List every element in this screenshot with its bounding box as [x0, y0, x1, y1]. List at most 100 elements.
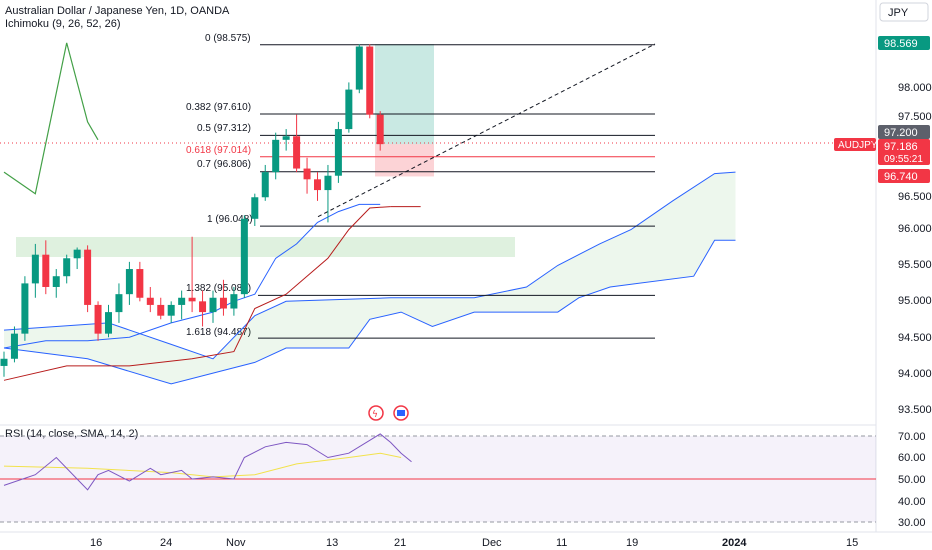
price-tick-98000: 98.000	[898, 82, 932, 94]
candle[interactable]	[94, 301, 102, 341]
candle[interactable]	[31, 243, 39, 298]
candle[interactable]	[63, 254, 71, 284]
fib-trend-line[interactable]	[317, 43, 656, 218]
candle[interactable]	[105, 304, 112, 338]
candle[interactable]	[52, 269, 60, 298]
candle[interactable]	[42, 240, 50, 295]
candle[interactable]	[303, 157, 311, 194]
flag-body	[397, 410, 405, 416]
candle-body	[52, 276, 60, 287]
candle-body	[209, 297, 217, 313]
fib-label-1382: 1.382 (95.083)	[186, 283, 251, 294]
candle-body	[324, 175, 332, 191]
price-tick-96000: 96.000	[898, 223, 932, 235]
candle-body	[293, 136, 301, 169]
chart-title: Australian Dollar / Japanese Yen, 1D, OA…	[5, 5, 230, 17]
time-tick-dec: Dec	[482, 537, 502, 549]
lightning-icon[interactable]	[368, 405, 384, 421]
candle-body	[355, 46, 363, 90]
lightning-glyph: ϟ	[372, 410, 378, 420]
candle[interactable]	[146, 286, 154, 313]
candle[interactable]	[251, 193, 259, 226]
candle-body	[178, 297, 186, 305]
candle-body	[334, 129, 342, 176]
candle[interactable]	[136, 261, 144, 302]
dividend-event-icon[interactable]: ϟ	[368, 405, 384, 421]
candle[interactable]	[261, 164, 269, 201]
rsi-tick-30: 30.00	[898, 517, 926, 529]
fib-label-1: 1 (96.048)	[207, 214, 253, 225]
candle-body	[376, 114, 384, 145]
candle-body	[345, 89, 353, 130]
support-zone[interactable]	[16, 237, 515, 257]
candle-body	[314, 179, 321, 191]
candle[interactable]	[73, 247, 81, 270]
candle[interactable]	[282, 129, 290, 151]
flag-event-icon[interactable]	[393, 405, 409, 421]
candle-body	[84, 249, 92, 305]
candle[interactable]	[314, 172, 321, 201]
candle[interactable]	[10, 326, 18, 363]
candle-body	[251, 197, 259, 219]
candle-body	[146, 297, 154, 305]
candle-body	[261, 172, 269, 198]
candle[interactable]	[188, 236, 196, 313]
price-tick-94000: 94.000	[898, 368, 932, 380]
candle-body	[115, 294, 123, 313]
currency-button-frame[interactable]	[879, 2, 929, 22]
candle-body	[282, 136, 290, 140]
candle-body	[136, 269, 144, 298]
candle[interactable]	[334, 121, 342, 183]
fib-label-05: 0.5 (97.312)	[197, 123, 251, 134]
rsi-tick-70: 70.00	[898, 431, 926, 443]
candle[interactable]	[167, 301, 175, 323]
time-tick-2024: 2024	[722, 537, 747, 549]
price-tick-95500: 95.500	[898, 259, 932, 271]
candle[interactable]	[324, 164, 332, 223]
candle[interactable]	[240, 215, 248, 298]
candle[interactable]	[219, 279, 227, 316]
time-tick-24: 24	[160, 537, 172, 549]
price-tick-94500: 94.500	[898, 332, 932, 344]
candle[interactable]	[199, 290, 207, 327]
candle-body	[10, 333, 18, 359]
candle-body	[219, 297, 227, 309]
fib-label-1618: 1.618 (94.487)	[186, 327, 251, 338]
candle[interactable]	[157, 297, 165, 320]
candle[interactable]	[21, 276, 29, 341]
symbol-badge-label: AUDJPY	[838, 140, 878, 151]
candle[interactable]	[209, 290, 217, 323]
candle[interactable]	[366, 44, 374, 119]
candle[interactable]	[125, 261, 133, 305]
candle[interactable]	[293, 114, 301, 173]
position-target-zone[interactable]	[375, 44, 434, 145]
candle-body	[303, 168, 311, 180]
candle[interactable]	[0, 351, 8, 377]
time-tick-16: 16	[90, 537, 102, 549]
currency-button-label[interactable]: JPY	[888, 7, 909, 19]
candle-body	[125, 269, 133, 295]
price-badge-high	[878, 36, 930, 50]
candle[interactable]	[345, 82, 353, 133]
candle-body	[63, 258, 71, 277]
time-tick-nov: Nov	[226, 537, 246, 549]
candle[interactable]	[272, 132, 280, 180]
candle[interactable]	[230, 286, 238, 316]
time-tick-11: 11	[556, 537, 567, 549]
position-stop-zone[interactable]	[375, 144, 434, 177]
candle[interactable]	[355, 44, 363, 94]
candle[interactable]	[376, 111, 384, 151]
candle[interactable]	[178, 290, 186, 320]
rsi-legend: RSI (14, close, SMA, 14, 2)	[5, 428, 138, 440]
currency-button[interactable]: JPY	[879, 2, 929, 22]
candle-body	[230, 294, 238, 309]
candle[interactable]	[115, 283, 123, 323]
fib-label-0618: 0.618 (97.014)	[186, 145, 251, 156]
price-tick-93500: 93.500	[898, 404, 932, 416]
rsi-tick-50: 50.00	[898, 474, 926, 486]
rsi-tick-40: 40.00	[898, 496, 926, 508]
candle[interactable]	[84, 245, 92, 313]
candle-body	[21, 283, 29, 334]
